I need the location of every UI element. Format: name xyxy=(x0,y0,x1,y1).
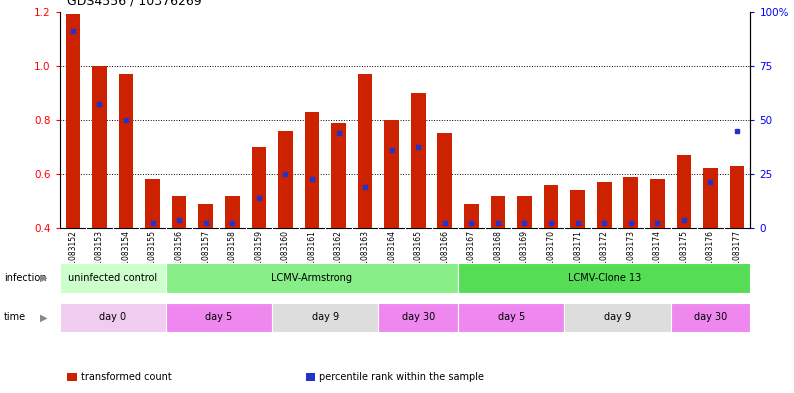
Bar xyxy=(464,204,479,228)
Text: GSM1083156: GSM1083156 xyxy=(175,230,183,281)
Bar xyxy=(676,155,692,228)
Bar xyxy=(118,74,133,228)
Bar xyxy=(252,147,266,228)
Text: GSM1083158: GSM1083158 xyxy=(228,230,237,281)
Bar xyxy=(305,112,319,228)
Text: GSM1083164: GSM1083164 xyxy=(387,230,396,281)
Text: GSM1083165: GSM1083165 xyxy=(414,230,422,281)
Bar xyxy=(411,93,426,228)
Bar xyxy=(225,195,240,228)
Text: GSM1083176: GSM1083176 xyxy=(706,230,715,281)
Text: GSM1083163: GSM1083163 xyxy=(360,230,369,281)
Text: GSM1083171: GSM1083171 xyxy=(573,230,582,281)
Text: GSM1083153: GSM1083153 xyxy=(95,230,104,281)
Text: percentile rank within the sample: percentile rank within the sample xyxy=(319,372,484,382)
Text: GSM1083177: GSM1083177 xyxy=(733,230,742,281)
Text: GSM1083168: GSM1083168 xyxy=(493,230,503,281)
Text: day 9: day 9 xyxy=(312,312,339,322)
Bar xyxy=(278,130,293,228)
Bar xyxy=(597,182,611,228)
Bar xyxy=(458,263,750,293)
Text: GSM1083170: GSM1083170 xyxy=(546,230,556,281)
Text: GSM1083157: GSM1083157 xyxy=(201,230,210,281)
Bar xyxy=(623,176,638,228)
Bar xyxy=(544,185,558,228)
Bar xyxy=(272,303,379,332)
Text: GSM1083173: GSM1083173 xyxy=(626,230,635,281)
Text: GSM1083172: GSM1083172 xyxy=(599,230,609,281)
Bar xyxy=(384,120,399,228)
Bar xyxy=(379,303,458,332)
Text: time: time xyxy=(4,312,26,322)
Text: GSM1083175: GSM1083175 xyxy=(680,230,688,281)
Bar xyxy=(671,303,750,332)
Text: GSM1083155: GSM1083155 xyxy=(148,230,157,281)
Text: GSM1083160: GSM1083160 xyxy=(281,230,290,281)
Bar xyxy=(66,15,80,228)
Text: GSM1083159: GSM1083159 xyxy=(254,230,264,281)
Text: uninfected control: uninfected control xyxy=(68,273,157,283)
Text: LCMV-Clone 13: LCMV-Clone 13 xyxy=(568,273,641,283)
Text: day 9: day 9 xyxy=(604,312,631,322)
Bar xyxy=(458,303,565,332)
Text: GSM1083166: GSM1083166 xyxy=(441,230,449,281)
Text: LCMV-Armstrong: LCMV-Armstrong xyxy=(272,273,353,283)
Bar xyxy=(650,179,665,228)
Text: infection: infection xyxy=(4,273,47,283)
Bar xyxy=(166,303,272,332)
Bar xyxy=(491,195,505,228)
Bar xyxy=(172,195,187,228)
Text: GSM1083167: GSM1083167 xyxy=(467,230,476,281)
Bar xyxy=(60,303,166,332)
Text: day 30: day 30 xyxy=(402,312,435,322)
Text: GSM1083152: GSM1083152 xyxy=(68,230,77,281)
Text: transformed count: transformed count xyxy=(81,372,172,382)
Bar xyxy=(166,263,458,293)
Text: day 30: day 30 xyxy=(694,312,727,322)
Bar xyxy=(730,166,744,228)
Text: day 0: day 0 xyxy=(99,312,126,322)
Text: day 5: day 5 xyxy=(206,312,233,322)
Text: ▶: ▶ xyxy=(40,273,48,283)
Bar xyxy=(437,133,452,228)
Text: GSM1083174: GSM1083174 xyxy=(653,230,662,281)
Bar xyxy=(331,123,346,228)
Bar xyxy=(703,169,718,228)
Text: GDS4556 / 10376269: GDS4556 / 10376269 xyxy=(67,0,202,8)
Bar xyxy=(565,303,671,332)
Bar xyxy=(198,204,213,228)
Text: GSM1083154: GSM1083154 xyxy=(121,230,130,281)
Text: GSM1083162: GSM1083162 xyxy=(334,230,343,281)
Text: day 5: day 5 xyxy=(498,312,525,322)
Bar xyxy=(92,66,106,228)
Bar xyxy=(358,74,372,228)
Bar xyxy=(517,195,532,228)
Text: ▶: ▶ xyxy=(40,312,48,322)
Bar xyxy=(570,190,585,228)
Bar xyxy=(145,179,160,228)
Text: GSM1083169: GSM1083169 xyxy=(520,230,529,281)
Text: GSM1083161: GSM1083161 xyxy=(307,230,317,281)
Bar xyxy=(60,263,166,293)
